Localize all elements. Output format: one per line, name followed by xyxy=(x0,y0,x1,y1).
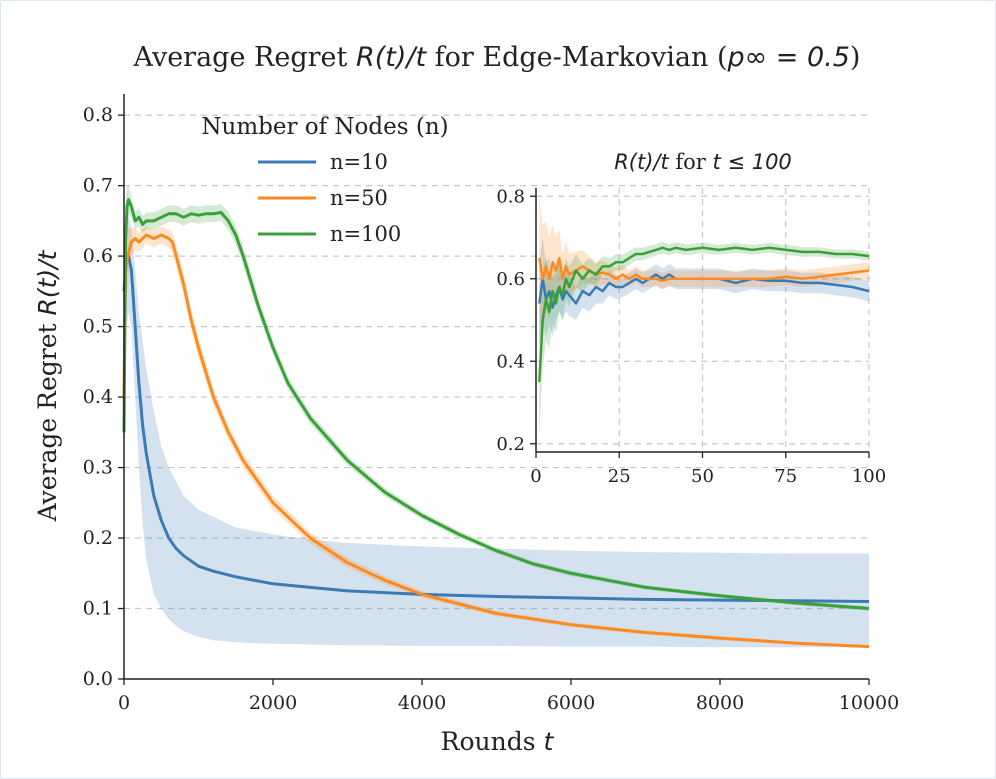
inset-band-n50 xyxy=(539,196,869,333)
main-ytick-label: 0.7 xyxy=(83,175,113,197)
inset-ytick-label: 0.6 xyxy=(496,269,525,290)
inset-line-n50 xyxy=(538,256,870,283)
inset-tick-labels: 0.2 0.4 0.6 0.8 0 25 50 75 100 xyxy=(496,186,886,487)
inset-series-lines xyxy=(538,246,870,382)
legend-title: Number of Nodes (n) xyxy=(201,114,448,140)
inset-band-n100 xyxy=(539,242,869,436)
main-ytick-label: 0.6 xyxy=(83,245,113,267)
inset-gridlines xyxy=(535,188,870,452)
inset-line-n100 xyxy=(538,246,870,382)
main-xtick-label: 6000 xyxy=(547,692,595,714)
main-line-n100 xyxy=(122,198,870,610)
inset-band-n10 xyxy=(539,237,869,345)
main-ytick-label: 0.4 xyxy=(83,386,113,408)
chart-title: Average Regret R(t)/t for Edge-Markovian… xyxy=(133,42,861,73)
main-line-n10 xyxy=(122,254,870,603)
inset-ytick-label: 0.2 xyxy=(496,434,525,455)
inset-xtick-label: 75 xyxy=(774,466,797,487)
main-ytick-label: 0.8 xyxy=(83,104,113,126)
inset-confidence-bands xyxy=(539,196,869,436)
inset-xtick-label: 25 xyxy=(608,466,631,487)
x-axis-label: Rounds t xyxy=(441,727,555,756)
main-xtick-label: 10000 xyxy=(839,692,899,714)
inset-ytick-label: 0.8 xyxy=(496,186,525,207)
main-xtick-label: 2000 xyxy=(249,692,297,714)
y-axis-label: Average Regret R(t)/t xyxy=(33,249,62,522)
main-xtick-label: 0 xyxy=(118,692,130,714)
main-xtick-label: 8000 xyxy=(696,692,744,714)
inset-xtick-label: 50 xyxy=(691,466,714,487)
main-line-n50 xyxy=(122,233,870,649)
main-ytick-label: 0.1 xyxy=(83,598,113,620)
legend-label-n10: n=10 xyxy=(330,150,388,174)
inset-title: R(t)/t for t ≤ 100 xyxy=(614,150,792,174)
inset-xtick-label: 100 xyxy=(852,466,886,487)
main-band-n50 xyxy=(124,226,869,648)
main-ytick-label: 0.0 xyxy=(83,668,113,690)
legend-items: n=10 n=50 n=100 xyxy=(258,150,401,246)
main-series-lines xyxy=(122,198,870,649)
main-xtick-label: 4000 xyxy=(398,692,446,714)
legend-label-n100: n=100 xyxy=(330,222,401,246)
inset-ytick-label: 0.4 xyxy=(496,351,525,372)
main-ytick-label: 0.2 xyxy=(83,527,113,549)
main-ytick-label: 0.5 xyxy=(83,316,113,338)
legend: Number of Nodes (n) n=10 n=50 n=100 xyxy=(201,114,448,246)
inset-chart: R(t)/t for t ≤ 100 0.2 0.4 0.6 0.8 0 25 50 75 10… xyxy=(496,150,886,487)
legend-label-n50: n=50 xyxy=(330,186,388,210)
inset-xtick-label: 0 xyxy=(530,466,541,487)
main-ytick-label: 0.3 xyxy=(83,457,113,479)
main-tick-labels: 0.0 0.1 0.2 0.3 0.4 0.5 0.6 0.7 0.8 0 2000 4000 6000… xyxy=(83,104,899,714)
